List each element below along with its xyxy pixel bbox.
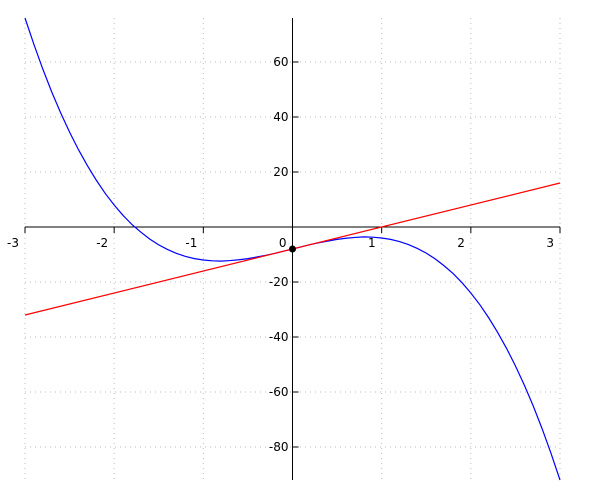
y-tick-label: 40 — [273, 110, 288, 124]
x-tick-label: 0 — [279, 236, 287, 250]
x-tick-label: -2 — [96, 236, 108, 250]
x-tick-label: -1 — [185, 236, 197, 250]
point — [289, 245, 296, 253]
x-tick-label: -3 — [7, 236, 19, 250]
y-tick-label: 20 — [273, 165, 288, 179]
y-tick-label: -20 — [269, 275, 289, 289]
y-tick-label: -80 — [269, 440, 289, 454]
x-tick-label: 3 — [546, 236, 554, 250]
y-tick-label: 60 — [273, 55, 288, 69]
x-tick-label: 1 — [368, 236, 376, 250]
x-tick-label: 2 — [457, 236, 465, 250]
y-tick-label: -40 — [269, 330, 289, 344]
y-tick-label: -60 — [269, 385, 289, 399]
